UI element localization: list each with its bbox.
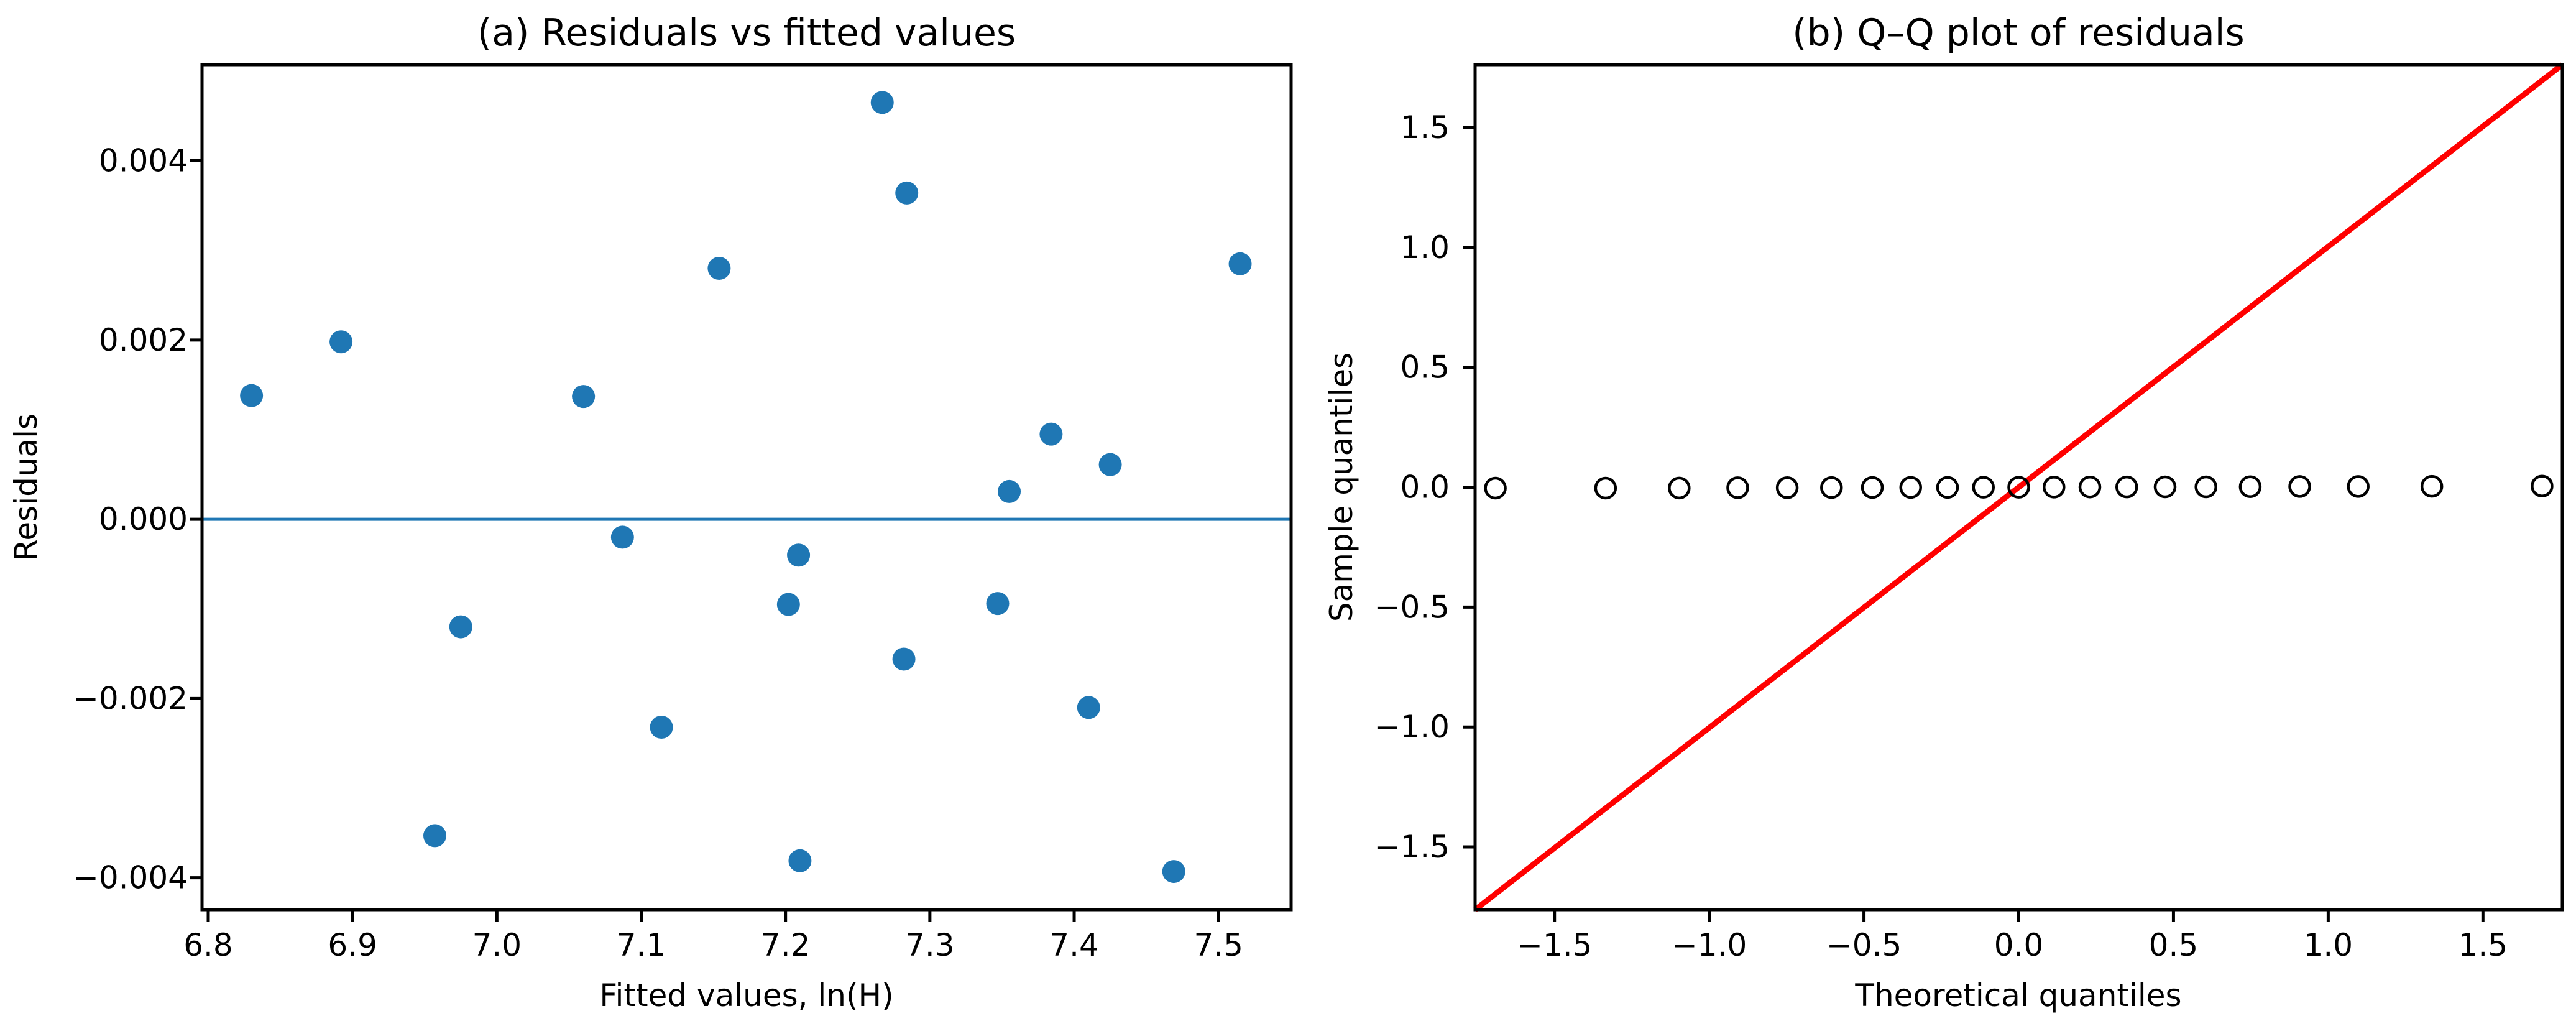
y-tick-label: −0.002 bbox=[73, 680, 188, 716]
qq-point bbox=[1861, 476, 1884, 499]
scatter-point bbox=[449, 615, 472, 639]
scatter-point bbox=[1077, 696, 1100, 719]
y-tick-label: −0.004 bbox=[73, 860, 188, 896]
scatter-point bbox=[788, 849, 812, 872]
scatter-point bbox=[610, 525, 634, 549]
x-tick-label: −1.0 bbox=[1672, 927, 1747, 963]
x-tick-label: 6.8 bbox=[183, 927, 233, 963]
qq-point bbox=[1594, 476, 1617, 500]
x-tick-label: 6.9 bbox=[328, 927, 377, 963]
scatter-point bbox=[1228, 252, 1252, 275]
qq-point bbox=[2194, 475, 2217, 499]
panel-title: (b) Q–Q plot of residuals bbox=[1792, 11, 2244, 55]
y-tick-label: −1.0 bbox=[1374, 709, 1450, 745]
scatter-point bbox=[707, 256, 731, 280]
qq-point bbox=[2043, 476, 2066, 499]
scatter-point bbox=[329, 330, 353, 354]
y-tick-label: 1.0 bbox=[1400, 229, 1450, 266]
scatter-point bbox=[986, 592, 1010, 616]
qq-point bbox=[1972, 476, 1995, 499]
scatter-point bbox=[240, 384, 264, 407]
y-tick-label: 0.5 bbox=[1400, 349, 1450, 386]
qq-point bbox=[1484, 476, 1507, 500]
qq-point bbox=[2115, 475, 2138, 499]
scatter-point bbox=[776, 593, 800, 616]
x-tick-label: 7.0 bbox=[472, 927, 522, 963]
y-tick-label: 1.5 bbox=[1400, 109, 1450, 146]
qq-point bbox=[1668, 476, 1691, 500]
x-tick-label: 7.3 bbox=[905, 927, 955, 963]
y-tick-label: 0.000 bbox=[99, 501, 188, 537]
qq-point bbox=[2007, 476, 2030, 499]
qq-point bbox=[2078, 476, 2102, 499]
x-tick-label: 0.0 bbox=[1994, 927, 2044, 963]
qq-point bbox=[2531, 474, 2554, 497]
y-tick-label: 0.002 bbox=[99, 322, 188, 358]
scatter-point bbox=[1098, 453, 1122, 476]
scatter-point bbox=[1039, 422, 1063, 446]
panel-title: (a) Residuals vs fitted values bbox=[477, 11, 1016, 55]
qq-point bbox=[2153, 475, 2177, 499]
qq-point bbox=[1775, 476, 1799, 499]
scatter-point bbox=[572, 385, 596, 409]
x-axis-label: Fitted values, ln(H) bbox=[599, 977, 893, 1014]
qq-point bbox=[1936, 476, 1959, 499]
y-tick-label: 0.0 bbox=[1400, 469, 1450, 506]
qq-point bbox=[1899, 476, 1922, 499]
qq-point bbox=[2288, 475, 2311, 498]
scatter-point bbox=[870, 91, 894, 114]
x-tick-label: 0.5 bbox=[2149, 927, 2199, 963]
qq-point bbox=[1726, 476, 1749, 499]
scatter-point bbox=[650, 716, 673, 739]
scatter-point bbox=[895, 181, 919, 205]
x-tick-label: 1.0 bbox=[2304, 927, 2353, 963]
qq-point bbox=[2238, 475, 2262, 498]
panel-b: −1.5 −1.0 −0.5 0.0 0.5 1.0 1.5 1.5 1.0 0.5 0.0 −0.5… bbox=[1323, 11, 2564, 1014]
x-tick-label: 7.4 bbox=[1049, 927, 1099, 963]
x-tick-label: 1.5 bbox=[2459, 927, 2508, 963]
qq-point bbox=[2347, 475, 2370, 498]
y-tick-label: −0.5 bbox=[1374, 589, 1450, 625]
scatter-point bbox=[892, 647, 916, 671]
qq-reference-line bbox=[1473, 62, 2564, 912]
x-tick-label: 7.2 bbox=[761, 927, 811, 963]
x-axis-label: Theoretical quantiles bbox=[1854, 977, 2181, 1014]
scatter-point bbox=[1162, 860, 1185, 884]
scatter-point bbox=[787, 543, 811, 567]
y-tick-label: 0.004 bbox=[99, 143, 188, 179]
y-axis-label: Residuals bbox=[8, 414, 44, 561]
panel-a: 6.8 6.9 7.0 7.1 7.2 7.3 7.4 7.5 0.004 0.002 0.000 −… bbox=[8, 11, 1293, 1014]
x-tick-label: 7.1 bbox=[617, 927, 666, 963]
x-tick-label: −0.5 bbox=[1826, 927, 1902, 963]
x-tick-label: −1.5 bbox=[1517, 927, 1592, 963]
scatter-point bbox=[998, 479, 1021, 503]
y-tick-label: −1.5 bbox=[1374, 829, 1450, 865]
scatter-point bbox=[423, 824, 446, 848]
plot-border bbox=[200, 63, 1293, 912]
y-axis-label: Sample quantiles bbox=[1323, 353, 1359, 622]
x-tick-label: 7.5 bbox=[1194, 927, 1243, 963]
qq-point bbox=[1820, 476, 1843, 499]
qq-point bbox=[2420, 474, 2444, 498]
